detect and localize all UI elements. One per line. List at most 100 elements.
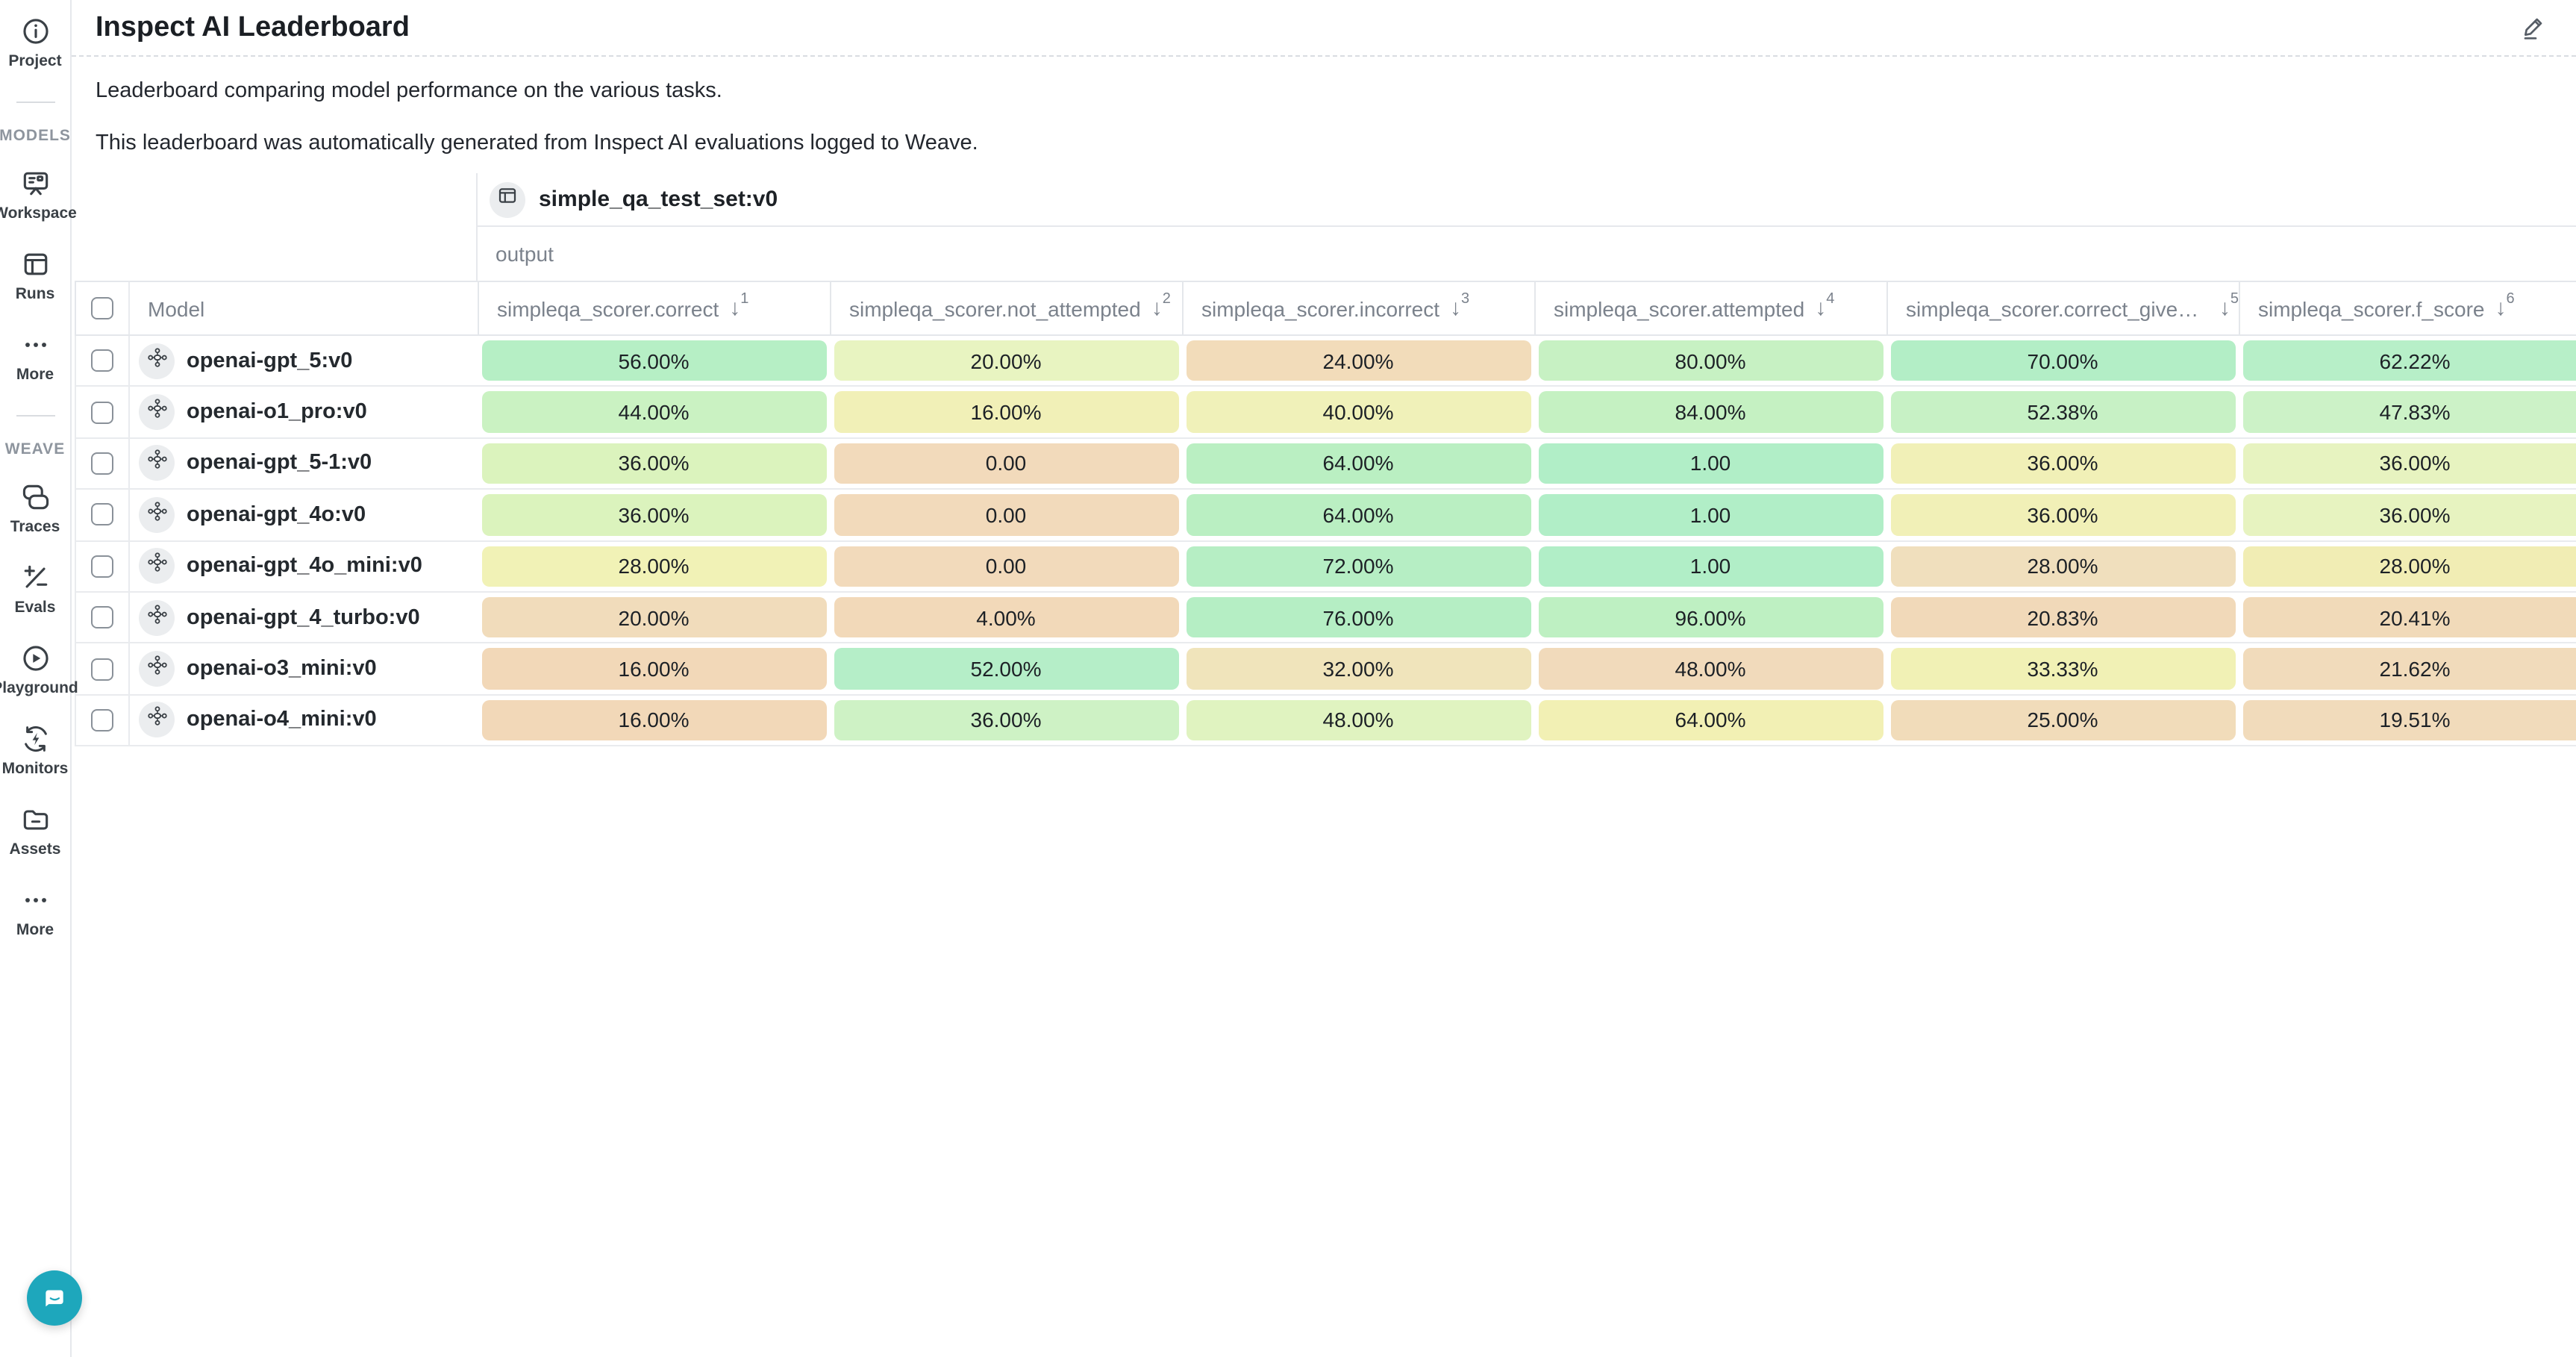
column-header-6[interactable]: simpleqa_scorer.f_score ↓ 6 bbox=[2239, 282, 2576, 334]
sort-rank: 3 bbox=[1461, 290, 1470, 307]
table-row[interactable]: openai-gpt_4o:v0 36.00% 0.00 64.00% 1.00 36.0… bbox=[75, 490, 2576, 542]
column-header-4[interactable]: simpleqa_scorer.attempted ↓ 4 bbox=[1534, 282, 1886, 334]
model-avatar bbox=[139, 445, 175, 481]
metric-value-cell: 36.00% bbox=[2242, 494, 2576, 536]
metric-value-cell: 84.00% bbox=[1538, 391, 1883, 433]
row-checkbox[interactable] bbox=[91, 401, 113, 424]
monitors-refresh-bolt-icon bbox=[19, 723, 51, 755]
metric-cell: 52.38% bbox=[1886, 387, 2239, 437]
sidebar-item-runs[interactable]: Runs bbox=[0, 248, 70, 303]
table-row[interactable]: openai-gpt_5-1:v0 36.00% 0.00 64.00% 1.00 36.… bbox=[75, 438, 2576, 490]
row-checkbox[interactable] bbox=[91, 658, 113, 681]
row-checkbox-cell bbox=[76, 439, 128, 489]
metric-cell: 20.83% bbox=[1886, 593, 2239, 643]
arrow-down-icon: ↓ bbox=[2219, 295, 2230, 320]
output-group-label-row: output bbox=[476, 227, 2576, 281]
model-avatar bbox=[139, 702, 175, 738]
dataset-avatar bbox=[490, 181, 525, 217]
row-checkbox-cell bbox=[76, 490, 128, 540]
metric-cell: 36.00% bbox=[2239, 439, 2576, 489]
sidebar-item-label: Monitors bbox=[1, 760, 69, 778]
model-cell[interactable]: openai-gpt_4o:v0 bbox=[128, 490, 478, 540]
metric-value-cell: 72.00% bbox=[1186, 546, 1531, 587]
arrow-down-icon: ↓ bbox=[1151, 295, 1163, 320]
column-header-3[interactable]: simpleqa_scorer.incorrect ↓ 3 bbox=[1182, 282, 1534, 334]
edit-button[interactable] bbox=[2516, 10, 2552, 46]
select-all-checkbox[interactable] bbox=[91, 297, 113, 319]
model-avatar bbox=[139, 343, 175, 379]
row-checkbox[interactable] bbox=[91, 555, 113, 578]
model-cell[interactable]: openai-gpt_4o_mini:v0 bbox=[128, 541, 478, 591]
description-line: Leaderboard comparing model performance … bbox=[96, 79, 722, 103]
metric-cell: 36.00% bbox=[1886, 490, 2239, 540]
traces-icon bbox=[19, 481, 51, 514]
metric-cell: 40.00% bbox=[1182, 387, 1534, 437]
model-name: openai-o4_mini:v0 bbox=[187, 708, 377, 732]
table-row[interactable]: openai-o4_mini:v0 16.00% 36.00% 48.00% 64.00… bbox=[75, 695, 2576, 747]
model-cell[interactable]: openai-gpt_5:v0 bbox=[128, 336, 478, 386]
arrow-down-icon: ↓ bbox=[2495, 295, 2507, 320]
table-row[interactable]: openai-o1_pro:v0 44.00% 16.00% 40.00% 84.00%… bbox=[75, 387, 2576, 439]
metric-value-cell: 40.00% bbox=[1186, 391, 1531, 433]
row-checkbox[interactable] bbox=[91, 349, 113, 372]
more-dots-icon bbox=[19, 328, 51, 361]
more-dots-icon bbox=[19, 884, 51, 917]
metric-value-cell: 16.00% bbox=[834, 391, 1178, 433]
metric-cell: 36.00% bbox=[2239, 490, 2576, 540]
metric-value-cell: 16.00% bbox=[481, 648, 826, 690]
metric-value-cell: 48.00% bbox=[1538, 648, 1883, 690]
metric-value-cell: 1.00 bbox=[1538, 443, 1883, 484]
model-cell[interactable]: openai-o1_pro:v0 bbox=[128, 387, 478, 437]
sidebar-section-weave: WEAVE bbox=[4, 440, 66, 458]
metric-cell: 62.22% bbox=[2239, 336, 2576, 386]
metric-value-cell: 56.00% bbox=[481, 340, 826, 381]
sidebar-item-evals[interactable]: Evals bbox=[0, 561, 70, 617]
table-row[interactable]: openai-o3_mini:v0 16.00% 52.00% 32.00% 48.00… bbox=[75, 643, 2576, 696]
metric-value-cell: 52.38% bbox=[1890, 391, 2235, 433]
dataset-header[interactable]: simple_qa_test_set:v0 bbox=[476, 173, 2576, 227]
sidebar-item-monitors[interactable]: Monitors bbox=[0, 723, 70, 778]
sidebar-item-playground[interactable]: Playground bbox=[0, 642, 78, 697]
column-label: simpleqa_scorer.not_attempted bbox=[849, 296, 1141, 320]
row-checkbox[interactable] bbox=[91, 708, 113, 731]
metric-cell: 52.00% bbox=[830, 644, 1182, 694]
sidebar-item-workspace[interactable]: Workspace bbox=[0, 167, 77, 222]
sidebar-item-more-weave[interactable]: More bbox=[0, 884, 70, 939]
sidebar-item-more-models[interactable]: More bbox=[0, 328, 70, 384]
row-checkbox[interactable] bbox=[91, 503, 113, 526]
chat-widget-button[interactable] bbox=[27, 1270, 82, 1326]
metric-cell: 76.00% bbox=[1182, 593, 1534, 643]
column-label: simpleqa_scorer.correct bbox=[497, 296, 719, 320]
metric-cell: 4.00% bbox=[830, 593, 1182, 643]
metric-cell: 20.00% bbox=[830, 336, 1182, 386]
model-cell[interactable]: openai-o4_mini:v0 bbox=[128, 695, 478, 746]
sidebar-item-assets[interactable]: Assets bbox=[0, 803, 70, 858]
row-checkbox[interactable] bbox=[91, 606, 113, 629]
metric-value-cell: 33.33% bbox=[1890, 648, 2235, 690]
arrow-down-icon: ↓ bbox=[1815, 295, 1827, 320]
description-line: This leaderboard was automatically gener… bbox=[96, 131, 978, 155]
row-checkbox[interactable] bbox=[91, 452, 113, 475]
sort-rank: 4 bbox=[1826, 290, 1835, 307]
sidebar-item-project[interactable]: Project bbox=[0, 15, 70, 70]
metric-value-cell: 70.00% bbox=[1890, 340, 2235, 381]
metric-value-cell: 36.00% bbox=[1890, 494, 2235, 536]
row-checkbox-cell bbox=[76, 593, 128, 643]
model-name: openai-gpt_5:v0 bbox=[187, 349, 353, 373]
table-row[interactable]: openai-gpt_5:v0 56.00% 20.00% 24.00% 80.00% 7… bbox=[75, 336, 2576, 387]
model-avatar bbox=[139, 496, 175, 533]
table-row[interactable]: openai-gpt_4o_mini:v0 28.00% 0.00 72.00% 1.0… bbox=[75, 541, 2576, 593]
metric-value-cell: 20.00% bbox=[481, 596, 826, 638]
table-row[interactable]: openai-gpt_4_turbo:v0 20.00% 4.00% 76.00% 96… bbox=[75, 592, 2576, 644]
sidebar-item-label: Workspace bbox=[0, 205, 77, 222]
column-header-2[interactable]: simpleqa_scorer.not_attempted ↓ 2 bbox=[830, 282, 1182, 334]
model-cell[interactable]: openai-gpt_5-1:v0 bbox=[128, 438, 478, 489]
column-header-5[interactable]: simpleqa_scorer.correct_given_at... ↓ 5 bbox=[1886, 282, 2239, 334]
model-cell[interactable]: openai-o3_mini:v0 bbox=[128, 643, 478, 694]
main-content: Inspect AI Leaderboard Leaderboard compa… bbox=[72, 0, 2576, 1357]
sidebar-item-traces[interactable]: Traces bbox=[0, 481, 70, 536]
column-header-1[interactable]: simpleqa_scorer.correct ↓ 1 bbox=[478, 282, 830, 334]
model-cell[interactable]: openai-gpt_4_turbo:v0 bbox=[128, 592, 478, 643]
sort-rank: 6 bbox=[2506, 290, 2515, 307]
metric-cell: 36.00% bbox=[1886, 439, 2239, 489]
